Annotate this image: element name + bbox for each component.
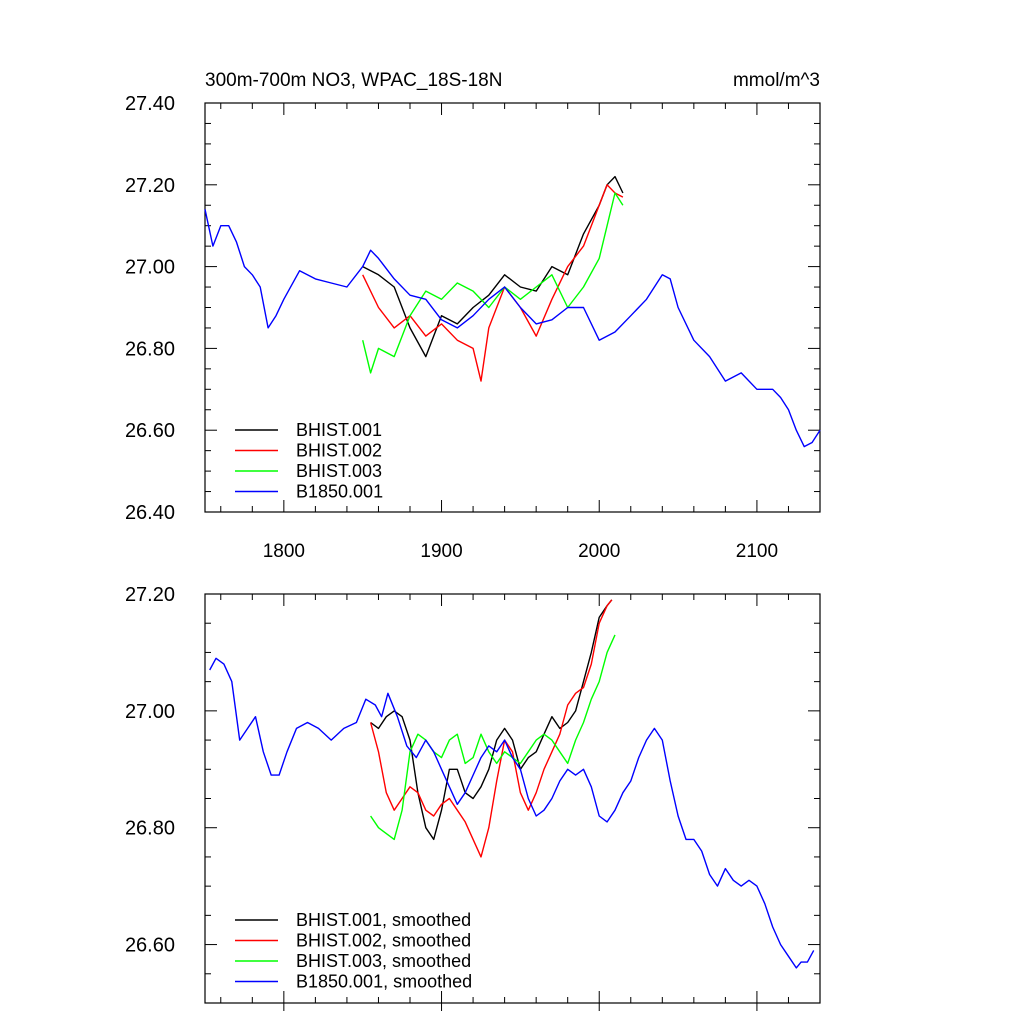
y-tick-label: 27.20 <box>125 584 175 606</box>
series-line-1 <box>362 175 624 358</box>
y-tick-label: 27.00 <box>125 701 175 723</box>
x-tick-label: 2100 <box>736 541 778 562</box>
series-line-3 <box>362 192 624 374</box>
series-line-2 <box>369 599 613 858</box>
legend-label: B1850.001, smoothed <box>296 972 472 992</box>
x-tick-label: 1900 <box>420 541 462 562</box>
top-panel: 300m-700m NO3, WPAC_18S-18N mmol/m^3 180… <box>125 70 821 562</box>
units-label: mmol/m^3 <box>733 70 820 91</box>
y-tick-label: 26.40 <box>125 502 175 524</box>
y-tick-label: 26.80 <box>125 818 175 840</box>
series-line-1 <box>370 599 613 841</box>
y-tick-label: 26.60 <box>125 420 175 442</box>
legend-label: BHIST.003, smoothed <box>296 951 471 971</box>
legend-label: BHIST.001, smoothed <box>296 910 471 930</box>
legend-label: BHIST.002, smoothed <box>296 931 471 951</box>
series-line-2 <box>362 184 624 382</box>
legend-label: B1850.001 <box>296 482 383 502</box>
legend-label: BHIST.002 <box>296 441 382 461</box>
y-tick-label: 27.00 <box>125 257 175 279</box>
series-line-4 <box>204 209 821 448</box>
y-tick-label: 26.60 <box>125 935 175 957</box>
x-tick-label: 1800 <box>263 541 305 562</box>
y-tick-label: 26.80 <box>125 338 175 360</box>
series-line-4 <box>209 657 815 969</box>
chart-title: 300m-700m NO3, WPAC_18S-18N <box>205 70 502 91</box>
series-line-3 <box>370 634 616 841</box>
y-tick-label: 27.20 <box>125 175 175 197</box>
legend-label: BHIST.003 <box>296 461 382 481</box>
legend-label: BHIST.001 <box>296 420 382 440</box>
y-tick-label: 27.40 <box>125 93 175 115</box>
x-tick-label: 2000 <box>578 541 620 562</box>
